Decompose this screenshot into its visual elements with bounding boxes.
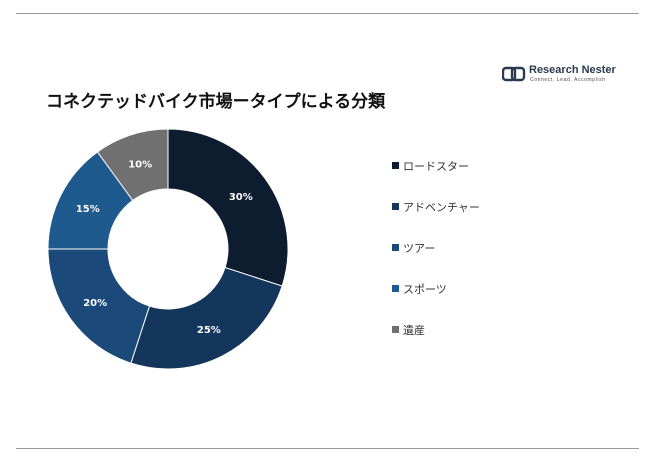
top-divider [16,13,639,14]
donut-slice-2 [130,266,283,370]
donut-slice-5 [96,128,169,202]
legend-label-5: 遺産 [403,324,425,337]
bottom-divider [16,448,639,449]
legend-swatch-2 [392,203,399,210]
slice-data-label-4: 15% [76,204,100,215]
chart-title: コネクテッドバイク市場ータイプによる分類 [46,92,386,112]
legend-label-4: スポーツ [403,283,447,296]
brand-name: Research Nester [529,64,616,76]
legend-swatch-4 [392,285,399,292]
legend-label-2: アドベンチャー [403,201,480,214]
slice-data-label-2: 25% [197,325,221,336]
slice-data-label-3: 20% [83,298,107,309]
legend-swatch-1 [392,162,399,169]
legend-label-1: ロードスター [403,160,469,173]
brand-tagline: Connect. Lead. Accomplish [530,77,606,83]
slice-data-label-5: 10% [128,159,152,170]
brand-logo: Research Nester Connect. Lead. Accomplis… [502,64,616,86]
donut-slice-3 [47,248,151,364]
legend-swatch-5 [392,326,399,333]
slice-data-label-1: 30% [229,192,253,203]
research-nester-logo-icon [502,66,526,82]
donut-slice-1 [167,128,289,287]
legend-swatch-3 [392,244,399,251]
legend-label-3: ツアー [403,242,436,255]
